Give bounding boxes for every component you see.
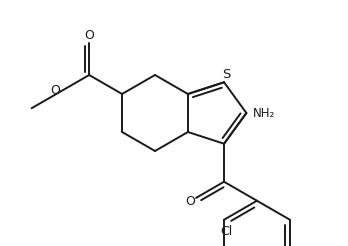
Text: Cl: Cl [220,225,232,238]
Text: O: O [84,29,94,42]
Text: NH₂: NH₂ [253,107,276,120]
Text: S: S [222,68,231,81]
Text: O: O [50,84,60,97]
Text: O: O [185,195,195,208]
